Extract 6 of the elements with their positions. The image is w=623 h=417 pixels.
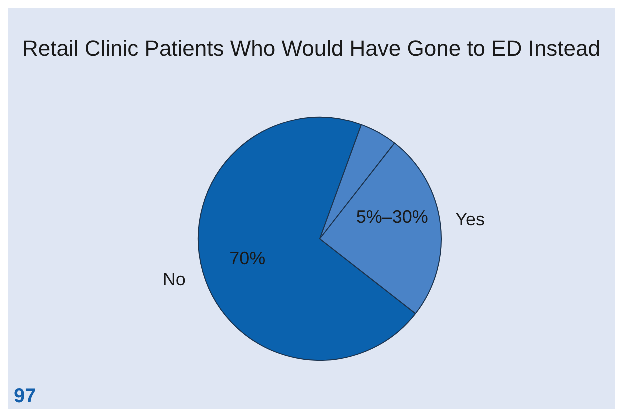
text: 5%–30%	[356, 207, 428, 228]
slice-label: No	[162, 270, 186, 290]
chart-title: Retail Clinic Patients Who Would Have Gone to ED Instead	[22, 36, 600, 62]
data-label: 70%	[230, 248, 266, 269]
slice-label: Yes	[456, 210, 486, 230]
text: 97	[14, 386, 36, 408]
